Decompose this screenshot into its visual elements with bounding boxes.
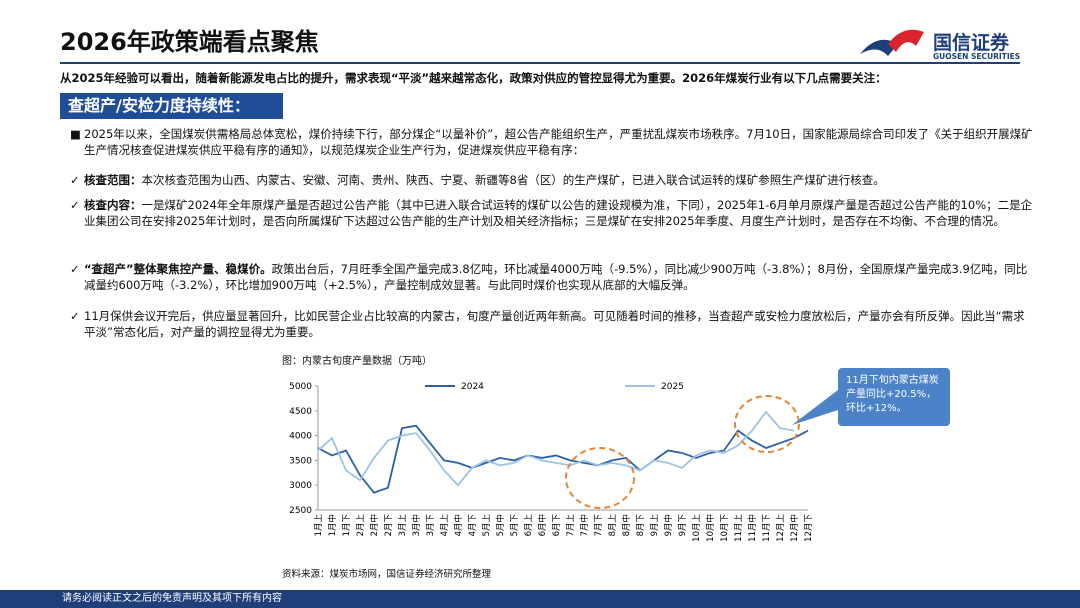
bullet-marker: ✓: [70, 309, 80, 323]
x-tick-label: 5月中: [495, 514, 506, 536]
x-tick-label: 12月上: [776, 514, 786, 542]
callout: 11月下旬内蒙古煤炭产量同比+20.5%，环比+12%。: [838, 368, 950, 426]
x-tick-label: 11月下: [762, 514, 772, 542]
x-tick-label: 2月下: [384, 514, 394, 537]
x-tick-label: 12月中: [789, 514, 800, 542]
x-tick-label: 7月下: [594, 514, 604, 537]
bullet-lead: 核查内容：: [84, 198, 142, 212]
x-tick-label: 1月下: [342, 514, 352, 537]
bullet-text: 一是煤矿2024年全年原煤产量是否超过公告产能（其中已进入联合试运转的煤矿以公告…: [84, 198, 1033, 228]
x-tick-label: 1月上: [314, 514, 324, 537]
bullet-text: 本次核查范围为山西、内蒙古、安徽、河南、贵州、陕西、宁夏、新疆等8省（区）的生产…: [141, 173, 885, 187]
source: 资料来源：煤炭市场网，国信证券经济研究所整理: [282, 569, 492, 580]
bullet-text: 2025年以来，全国煤炭供需格局总体宽松，煤价持续下行，部分煤企“以量补价”，超…: [84, 127, 1033, 157]
x-tick-label: 9月上: [650, 514, 660, 537]
header-rule: [60, 62, 1020, 64]
x-tick-label: 12月下: [804, 514, 814, 542]
x-tick-label: 1月中: [327, 514, 338, 536]
logo-mark: [860, 29, 924, 56]
highlight-circle: [734, 395, 800, 453]
bullet-lead: 核查范围：: [84, 173, 142, 187]
section-heading: 查超产/安检力度持续性：: [60, 93, 283, 119]
bullet-marker: ■: [70, 127, 81, 141]
y-tick-label: 3500: [289, 456, 312, 466]
y-tick-label: 3000: [289, 481, 312, 491]
y-tick-label: 4000: [289, 432, 312, 442]
x-tick-label: 7月上: [566, 514, 576, 537]
series-line: [317, 424, 809, 494]
x-tick-label: 11月上: [734, 514, 744, 542]
y-tick-label: 2500: [289, 506, 312, 516]
x-tick-label: 6月下: [552, 514, 562, 537]
x-tick-label: 10月下: [720, 514, 730, 542]
bullet-lead: “查超产”整体聚焦控产量、稳煤价。: [84, 262, 272, 276]
x-tick-label: 3月中: [411, 514, 422, 536]
logo-text: 国信证券: [933, 32, 1010, 54]
x-tick-label: 11月中: [747, 514, 758, 542]
highlight-circle: [565, 447, 635, 509]
callout-pointer: [792, 390, 838, 425]
x-tick-label: 4月中: [453, 514, 464, 536]
x-tick-label: 2月上: [356, 514, 366, 537]
bullet-marker: ✓: [70, 198, 80, 212]
x-tick-label: 3月上: [398, 514, 408, 537]
x-tick-label: 8月下: [636, 514, 646, 537]
x-tick-label: 3月下: [426, 514, 436, 537]
bullet-marker: ✓: [70, 262, 80, 276]
slide-title: 2026年政策端看点聚焦: [60, 28, 319, 56]
footer: 请务必阅读正文之后的免责声明及其项下所有内容: [0, 590, 1080, 608]
x-tick-label: 4月上: [440, 514, 450, 537]
bullet: ■ 2025年以来，全国煤炭供需格局总体宽松，煤价持续下行，部分煤企“以量补价”，…: [70, 126, 1034, 158]
x-tick-label: 9月下: [678, 514, 688, 537]
intro: 从2025年经验可以看出，随着新能源发电占比的提升，需求表现“平淡”越来越常态化…: [60, 71, 887, 85]
x-tick-label: 2月中: [369, 514, 380, 536]
legend-label: 2024: [461, 382, 484, 392]
x-tick-label: 5月上: [482, 514, 492, 537]
x-tick-label: 6月上: [524, 514, 534, 537]
x-tick-label: 9月中: [663, 514, 674, 536]
x-tick-label: 10月中: [705, 514, 716, 542]
x-tick-label: 8月中: [621, 514, 632, 536]
y-tick-label: 5000: [289, 382, 312, 392]
x-tick-label: 10月上: [692, 514, 702, 542]
chart-title: 图：内蒙古旬度产量数据（万吨）: [282, 356, 432, 367]
series-line: [317, 410, 795, 487]
bullet-text: 11月保供会议开完后，供应量显著回升，比如民营企业占比较高的内蒙古，旬度产量创近…: [84, 309, 1025, 339]
bullet: ✓ 核查范围：本次核查范围为山西、内蒙古、安徽、河南、贵州、陕西、宁夏、新疆等8省…: [70, 172, 1034, 188]
bullet: ✓ 核查内容：一是煤矿2024年全年原煤产量是否超过公告产能（其中已进入联合试运转…: [70, 197, 1034, 229]
chart: 2500 3000 3500 4000 4500 5000 1月上 1月中 1月下 2月上 2月中 2…: [289, 382, 814, 542]
legend-label: 2025: [661, 382, 684, 392]
x-tick-label: 7月中: [579, 514, 590, 536]
x-tick-label: 6月中: [537, 514, 548, 536]
x-tick-label: 8月上: [608, 514, 618, 537]
x-tick-label: 5月下: [510, 514, 520, 537]
bullet-text: 政策出台后，7月旺季全国产量完成3.8亿吨，环比减量4000万吨（-9.5%），…: [84, 262, 1028, 292]
logo-subtext: GUOSEN SECURITIES: [933, 52, 1021, 61]
bullet: ✓ 11月保供会议开完后，供应量显著回升，比如民营企业占比较高的内蒙古，旬度产量创…: [70, 308, 1034, 340]
y-tick-label: 4500: [289, 407, 312, 417]
bullet: ✓ “查超产”整体聚焦控产量、稳煤价。政策出台后，7月旺季全国产量完成3.8亿吨，…: [70, 261, 1034, 293]
x-tick-label: 4月下: [468, 514, 478, 537]
bullet-marker: ✓: [70, 173, 80, 187]
